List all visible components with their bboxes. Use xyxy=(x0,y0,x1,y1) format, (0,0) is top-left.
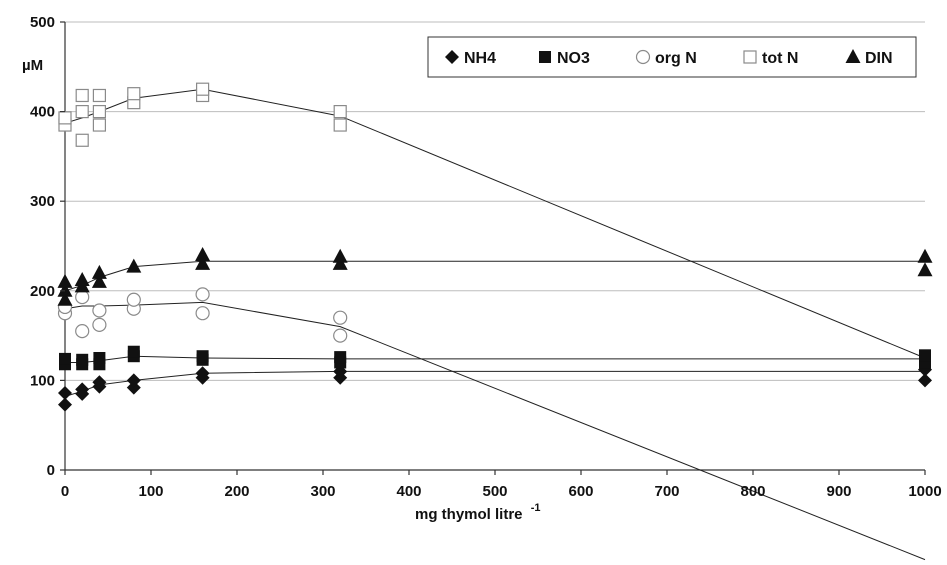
data-points xyxy=(57,82,933,412)
point-din xyxy=(57,291,73,306)
point-nh4 xyxy=(58,397,72,412)
point-org-n xyxy=(195,287,210,302)
legend-label-org-n: org N xyxy=(655,50,697,67)
point-tot-n xyxy=(58,111,72,125)
x-tick-label: 500 xyxy=(482,483,507,500)
legend-marker-tot-n xyxy=(743,50,757,64)
legend-item-org-n: org N xyxy=(635,49,697,67)
x-tick-label: 0 xyxy=(61,483,69,500)
point-tot-n xyxy=(75,104,89,119)
x-tick-label: 100 xyxy=(138,483,163,500)
legend-label-din: DIN xyxy=(865,50,893,67)
point-din xyxy=(57,273,73,288)
x-tick-label: 700 xyxy=(654,483,679,500)
point-org-n xyxy=(195,306,210,321)
legend-item-din: DIN xyxy=(845,49,893,67)
x-axis-label: mg thymol litre -1 xyxy=(415,502,540,523)
point-no3 xyxy=(76,353,89,366)
x-tick-label: 400 xyxy=(396,483,421,500)
y-axis-label: µM xyxy=(22,57,43,74)
axes xyxy=(64,22,925,471)
legend-item-tot-n: tot N xyxy=(743,50,798,67)
point-nh4 xyxy=(126,373,141,388)
point-tot-n xyxy=(92,88,107,103)
point-org-n xyxy=(75,324,90,339)
legend-marker-nh4 xyxy=(445,50,459,64)
x-tick-label: 600 xyxy=(568,483,593,500)
point-nh4 xyxy=(126,380,141,395)
point-no3 xyxy=(59,352,71,365)
legend: NH4 NO3 org N tot N DIN xyxy=(427,36,917,78)
point-nh4 xyxy=(92,375,107,390)
point-tot-n xyxy=(333,104,347,119)
point-no3 xyxy=(919,349,931,362)
point-no3 xyxy=(334,351,347,364)
point-nh4 xyxy=(58,385,72,400)
x-tick-label: 200 xyxy=(224,483,249,500)
point-tot-n xyxy=(75,133,89,147)
point-din xyxy=(917,248,933,263)
point-din xyxy=(332,248,348,263)
legend-marker-org-n xyxy=(635,49,651,65)
point-din xyxy=(195,255,211,270)
point-org-n xyxy=(126,292,141,307)
legend-label-no3: NO3 xyxy=(557,50,590,67)
legend-box xyxy=(427,36,917,78)
legend-item-nh4: NH4 xyxy=(445,50,496,67)
point-org-n xyxy=(75,289,90,305)
x-tick-label: 900 xyxy=(826,483,851,500)
x-axis-label-sup: -1 xyxy=(531,502,541,514)
point-din xyxy=(195,246,211,261)
x-tick-label: 800 xyxy=(740,483,765,500)
point-org-n xyxy=(333,310,348,325)
point-tot-n xyxy=(196,82,210,96)
tick-labels: 0 100 200 300 400 500 0 100 200 300 400 500 600 700 80… xyxy=(30,14,942,500)
legend-label-nh4: NH4 xyxy=(464,50,496,67)
y-tick-label: 400 xyxy=(30,104,55,121)
legend-marker-no3 xyxy=(539,51,551,63)
point-din xyxy=(332,255,348,270)
legend-item-no3: NO3 xyxy=(539,50,590,67)
x-tick-label: 300 xyxy=(310,483,335,500)
legend-marker-din xyxy=(845,49,861,63)
series-line-nh4 xyxy=(64,370,925,397)
x-tick-label: 1000 xyxy=(908,483,941,500)
point-no3 xyxy=(196,350,209,363)
y-tick-label: 0 xyxy=(47,462,55,479)
y-tick-label: 500 xyxy=(30,14,55,31)
series-line-tot-n xyxy=(64,88,926,359)
point-nh4 xyxy=(75,382,90,397)
point-din xyxy=(917,262,933,277)
point-tot-n xyxy=(75,88,89,103)
x-axis-label-main: mg thymol litre xyxy=(415,506,523,523)
point-din xyxy=(91,273,107,288)
point-org-n xyxy=(92,303,107,318)
point-tot-n xyxy=(127,87,141,101)
point-tot-n xyxy=(92,118,107,132)
point-no3 xyxy=(93,352,106,364)
point-nh4 xyxy=(918,373,932,388)
legend-label-tot-n: tot N xyxy=(762,50,798,67)
point-din xyxy=(74,272,90,287)
series-line-no3 xyxy=(65,355,925,363)
point-din xyxy=(126,258,142,273)
y-tick-label: 100 xyxy=(30,372,55,389)
point-org-n xyxy=(333,328,348,343)
series-line-din xyxy=(64,260,925,292)
point-tot-n xyxy=(92,104,107,119)
point-org-n xyxy=(92,317,107,332)
y-tick-label: 200 xyxy=(30,283,55,300)
point-din xyxy=(91,264,107,279)
point-nh4 xyxy=(195,366,210,381)
point-tot-n xyxy=(333,118,347,132)
y-tick-label: 300 xyxy=(30,193,55,210)
point-din xyxy=(57,282,73,297)
point-no3 xyxy=(127,345,140,358)
